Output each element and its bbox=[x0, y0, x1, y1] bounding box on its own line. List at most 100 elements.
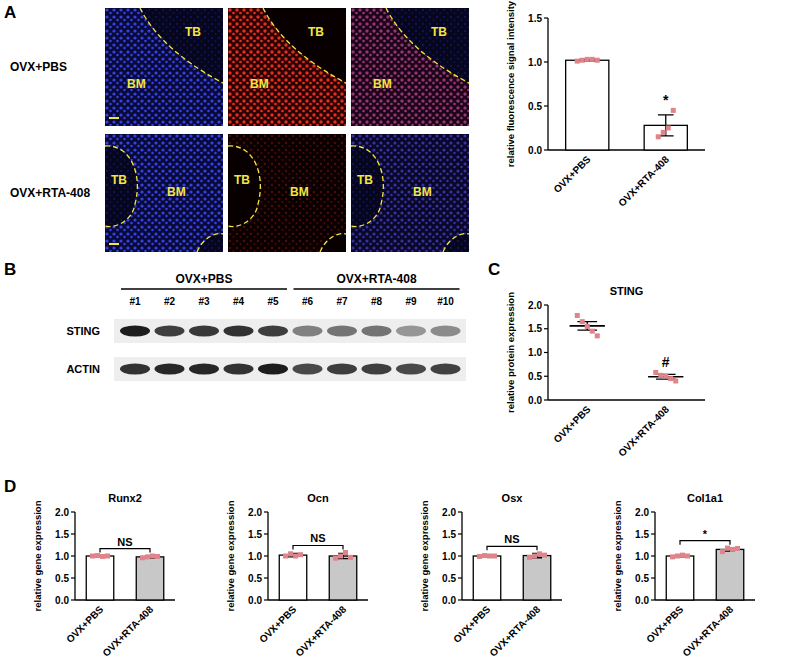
y-axis bbox=[547, 18, 548, 150]
y-tick-label: 0.5 bbox=[528, 371, 542, 382]
trabecular-region bbox=[263, 8, 346, 83]
significance-label: NS bbox=[117, 536, 132, 548]
trabecular-region bbox=[105, 146, 137, 227]
figure: ABCDOVX+PBSTBBMTBBMTBBMOVX+RTA-408TBBMTB… bbox=[0, 0, 789, 669]
region-label: BM bbox=[413, 185, 432, 199]
bone-marrow-region bbox=[351, 8, 469, 126]
significance-bracket bbox=[487, 546, 537, 550]
y-tick-label: 1.0 bbox=[528, 57, 542, 68]
lane-label: #9 bbox=[405, 296, 417, 307]
y-tick bbox=[264, 533, 268, 534]
y-tick bbox=[544, 17, 548, 18]
data-point bbox=[487, 554, 492, 559]
merge-overlay bbox=[351, 8, 469, 126]
data-point bbox=[656, 134, 661, 139]
blot-band bbox=[258, 364, 288, 375]
trabecular-region bbox=[320, 234, 346, 252]
data-point bbox=[585, 57, 590, 62]
bar bbox=[86, 556, 114, 600]
x-tick-label: OVX+RTA-408 bbox=[616, 153, 671, 208]
data-point bbox=[527, 555, 532, 560]
panel-label: A bbox=[4, 3, 16, 22]
blot-band bbox=[431, 326, 461, 337]
trabecular-region bbox=[197, 234, 223, 252]
y-tick-label: 1.5 bbox=[528, 13, 542, 24]
y-tick bbox=[71, 511, 75, 512]
error-bar bbox=[658, 115, 674, 136]
y-axis-label: relative fluorescence signal intensity bbox=[505, 0, 516, 167]
x-tick-label: OVX+PBS bbox=[551, 403, 593, 445]
y-tick-label: 1.0 bbox=[55, 551, 69, 562]
chart: 0.00.51.01.52.0Col1a1relative gene expre… bbox=[612, 492, 755, 659]
region-label: BM bbox=[127, 77, 146, 91]
significance-label: * bbox=[663, 92, 669, 108]
y-tick bbox=[264, 599, 268, 600]
y-tick-label: 0.0 bbox=[248, 595, 262, 606]
region-label: TB bbox=[111, 173, 127, 187]
blot-strip bbox=[114, 357, 466, 381]
group-label: OVX+PBS bbox=[175, 272, 232, 286]
panel-label: C bbox=[488, 260, 500, 279]
group-line bbox=[294, 288, 460, 290]
x-tick-label: OVX+RTA-408 bbox=[616, 403, 671, 458]
data-point bbox=[575, 59, 580, 64]
region-label: TB bbox=[431, 25, 447, 39]
micrograph: TBBM bbox=[105, 134, 223, 252]
y-tick-label: 1.5 bbox=[442, 529, 456, 540]
data-point bbox=[671, 108, 676, 113]
x-tick-label: OVX+RTA-408 bbox=[487, 603, 542, 658]
x-tick-label: OVX+PBS bbox=[551, 153, 593, 195]
data-point bbox=[343, 550, 348, 555]
data-point bbox=[542, 553, 547, 558]
blot-band bbox=[293, 326, 323, 337]
data-point bbox=[590, 329, 595, 334]
region-label: TB bbox=[185, 25, 201, 39]
row-label: OVX+RTA-408 bbox=[10, 186, 90, 200]
data-point bbox=[95, 553, 100, 558]
data-point bbox=[140, 555, 145, 560]
x-tick-label: OVX+RTA-408 bbox=[100, 603, 155, 658]
trabecular-region bbox=[386, 8, 469, 83]
data-point bbox=[145, 554, 150, 559]
y-tick-label: 1.5 bbox=[528, 323, 542, 334]
bone-marrow-region bbox=[105, 134, 223, 252]
trabecular-region bbox=[228, 146, 260, 227]
y-tick-label: 1.5 bbox=[55, 529, 69, 540]
protein-label: ACTIN bbox=[66, 363, 100, 375]
chart-title: Ocn bbox=[307, 492, 329, 504]
data-point bbox=[293, 554, 298, 559]
blot-band bbox=[189, 326, 219, 337]
significance-label: # bbox=[662, 354, 670, 370]
y-tick-label: 1.0 bbox=[442, 551, 456, 562]
scale-bar bbox=[109, 243, 119, 245]
lane-label: #4 bbox=[233, 296, 245, 307]
group-label: OVX+RTA-408 bbox=[336, 272, 416, 286]
x-tick-label: OVX+PBS bbox=[451, 603, 493, 645]
y-tick-label: 0.0 bbox=[528, 395, 542, 406]
data-point bbox=[477, 554, 482, 559]
bone-marrow-region bbox=[105, 8, 223, 126]
region-boundary bbox=[443, 234, 469, 252]
region-boundary bbox=[351, 146, 383, 227]
data-point bbox=[580, 58, 585, 63]
x-axis bbox=[548, 399, 705, 400]
y-tick bbox=[651, 533, 655, 534]
y-tick bbox=[651, 555, 655, 556]
data-point bbox=[580, 319, 585, 324]
bone-marrow-region bbox=[228, 8, 346, 126]
region-boundary bbox=[197, 234, 223, 252]
y-axis-label: relative gene expression bbox=[419, 500, 430, 611]
marks bbox=[566, 57, 688, 150]
data-point bbox=[155, 554, 160, 559]
y-tick-label: 0.0 bbox=[528, 145, 542, 156]
region-label: TB bbox=[357, 173, 373, 187]
lane-label: #10 bbox=[437, 296, 454, 307]
y-tick-label: 2.0 bbox=[528, 300, 542, 311]
blot-band bbox=[431, 364, 461, 375]
y-tick-label: 1.5 bbox=[248, 529, 262, 540]
data-point bbox=[661, 130, 666, 135]
data-point bbox=[720, 549, 725, 554]
x-tick-label: OVX+PBS bbox=[64, 603, 106, 645]
bone-marrow-region bbox=[351, 134, 469, 252]
y-tick-label: 0.5 bbox=[55, 573, 69, 584]
